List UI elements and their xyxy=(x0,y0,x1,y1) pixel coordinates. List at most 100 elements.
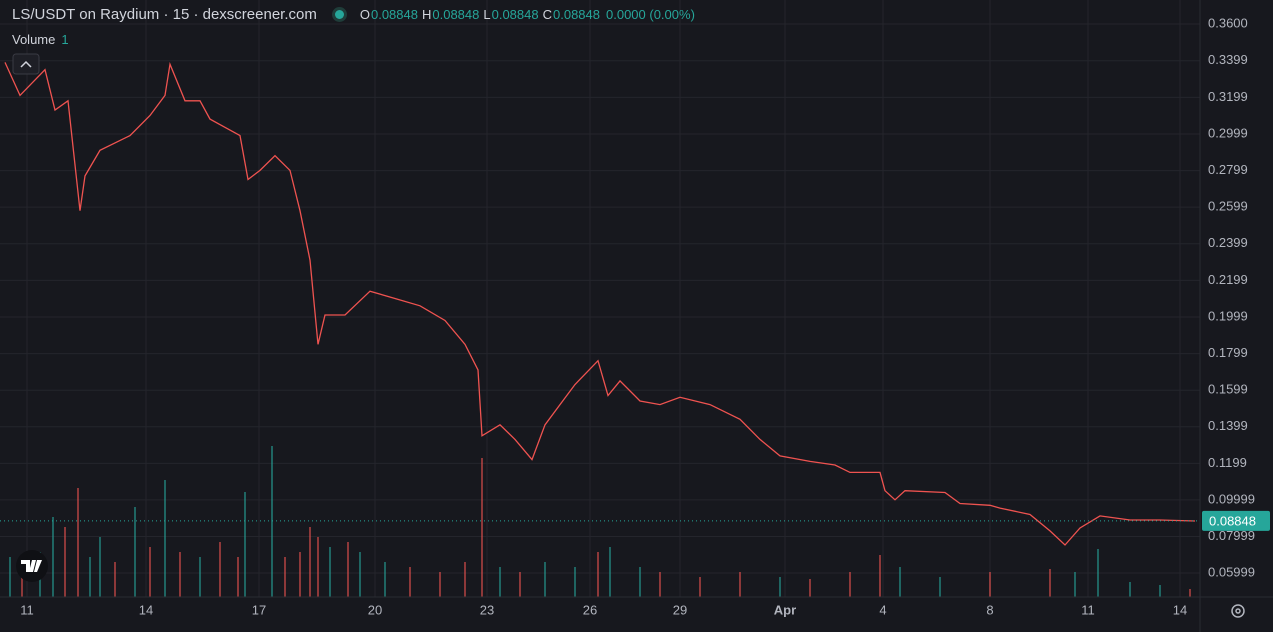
volume-bar xyxy=(739,572,741,597)
volume-bar xyxy=(9,557,11,597)
volume-bar xyxy=(574,567,576,597)
volume-bar xyxy=(439,572,441,597)
y-tick-label: 0.1199 xyxy=(1208,455,1247,470)
ohlc-value: 0.08848 xyxy=(491,7,539,22)
volume-value: 1 xyxy=(61,32,69,47)
y-tick-label: 0.2599 xyxy=(1208,199,1248,214)
volume-bar xyxy=(1189,589,1191,597)
volume-bar xyxy=(989,572,991,597)
ohlc-key: H xyxy=(421,7,432,22)
volume-bar xyxy=(149,547,151,597)
volume-bar xyxy=(77,488,79,597)
volume-bar xyxy=(879,555,881,597)
volume-bar xyxy=(219,542,221,597)
volume-bar xyxy=(939,577,941,597)
volume-bar xyxy=(849,572,851,597)
volume-bar xyxy=(244,492,246,597)
ohlc-key: C xyxy=(542,7,552,22)
x-tick-label: 11 xyxy=(20,602,34,617)
x-tick-label: 11 xyxy=(1081,602,1095,617)
volume-bar xyxy=(464,562,466,597)
volume-bar xyxy=(134,507,136,597)
ohlc-value: 0.08848 xyxy=(432,7,480,22)
volume-bar xyxy=(544,562,546,597)
volume-bar xyxy=(609,547,611,597)
volume-bar xyxy=(409,567,411,597)
settings-icon[interactable] xyxy=(1231,604,1245,618)
volume-bar xyxy=(114,562,116,597)
volume-bar xyxy=(779,577,781,597)
symbol-title: LS/USDT on Raydium · 15 · dexscreener.co… xyxy=(12,6,317,23)
volume-bar xyxy=(199,557,201,597)
volume-bar xyxy=(164,480,166,597)
x-tick-label: 4 xyxy=(879,602,886,617)
y-tick-label: 0.3199 xyxy=(1208,89,1248,104)
change: 0.0000 (0.00%) xyxy=(606,7,695,22)
x-tick-label: 26 xyxy=(583,602,597,617)
volume-bar xyxy=(99,537,101,597)
volume-bar xyxy=(1159,585,1161,597)
volume-bar xyxy=(1049,569,1051,597)
ohlc-key: O xyxy=(359,7,370,22)
price-pane xyxy=(0,61,1200,546)
volume-bar xyxy=(499,567,501,597)
ohlc-value: 0.08848 xyxy=(553,7,600,22)
grid xyxy=(0,0,1200,597)
volume-bar xyxy=(21,567,23,597)
y-tick-label: 0.3399 xyxy=(1208,52,1248,67)
volume-bar xyxy=(284,557,286,597)
legend-header: LS/USDT on Raydium · 15 · dexscreener.co… xyxy=(12,6,695,23)
volume-bar xyxy=(519,572,521,597)
collapse-button[interactable] xyxy=(12,53,40,75)
status-dot xyxy=(334,10,344,19)
x-tick-label: 17 xyxy=(252,602,266,617)
volume-bar xyxy=(639,567,641,597)
volume-bar xyxy=(317,537,319,597)
y-tick-label: 0.1799 xyxy=(1208,345,1248,360)
volume-label: Volume xyxy=(12,32,56,47)
x-tick-label: 14 xyxy=(1173,602,1187,617)
volume-bar xyxy=(1097,549,1099,597)
tradingview-logo[interactable] xyxy=(16,550,48,582)
y-tick-label: 0.1399 xyxy=(1208,418,1248,433)
volume-bar xyxy=(52,517,54,597)
y-tick-label: 0.05999 xyxy=(1208,564,1255,579)
y-tick-label: 0.3600 xyxy=(1208,15,1248,30)
last-price-label: 0.08848 xyxy=(1209,513,1256,528)
x-tick-label: 14 xyxy=(139,602,153,617)
volume-bar xyxy=(699,577,701,597)
price-line xyxy=(4,61,1196,546)
volume-bar xyxy=(809,579,811,597)
volume-bar xyxy=(237,557,239,597)
volume-bar xyxy=(384,562,386,597)
volume-legend: Volume 1 xyxy=(12,32,69,47)
volume-bar xyxy=(89,557,91,597)
volume-bar xyxy=(299,552,301,597)
x-tick-label: 8 xyxy=(986,602,993,617)
y-tick-label: 0.2399 xyxy=(1208,235,1248,250)
y-tick-label: 0.2999 xyxy=(1208,125,1248,140)
volume-bar xyxy=(347,542,349,597)
volume-bar xyxy=(179,552,181,597)
x-tick-label: 20 xyxy=(368,602,382,617)
volume-bar xyxy=(329,547,331,597)
x-tick-label: 23 xyxy=(480,602,494,617)
volume-bar xyxy=(271,446,273,597)
volume-bar xyxy=(64,527,66,597)
y-tick-label: 0.1599 xyxy=(1208,382,1248,397)
last-price-box xyxy=(1202,510,1270,531)
y-tick-label: 0.2199 xyxy=(1208,272,1248,287)
y-tick-label: 0.09999 xyxy=(1208,491,1255,506)
y-tick-label: 0.1999 xyxy=(1208,308,1248,323)
x-tick-label: Apr xyxy=(774,602,796,617)
ohlc-value: 0.08848 xyxy=(370,7,418,22)
volume-bar xyxy=(481,458,483,597)
ohlc-key: L xyxy=(483,7,491,22)
y-tick-label: 0.2799 xyxy=(1208,162,1248,177)
volume-bar xyxy=(597,552,599,597)
volume-bar xyxy=(309,527,311,597)
volume-bar xyxy=(899,567,901,597)
